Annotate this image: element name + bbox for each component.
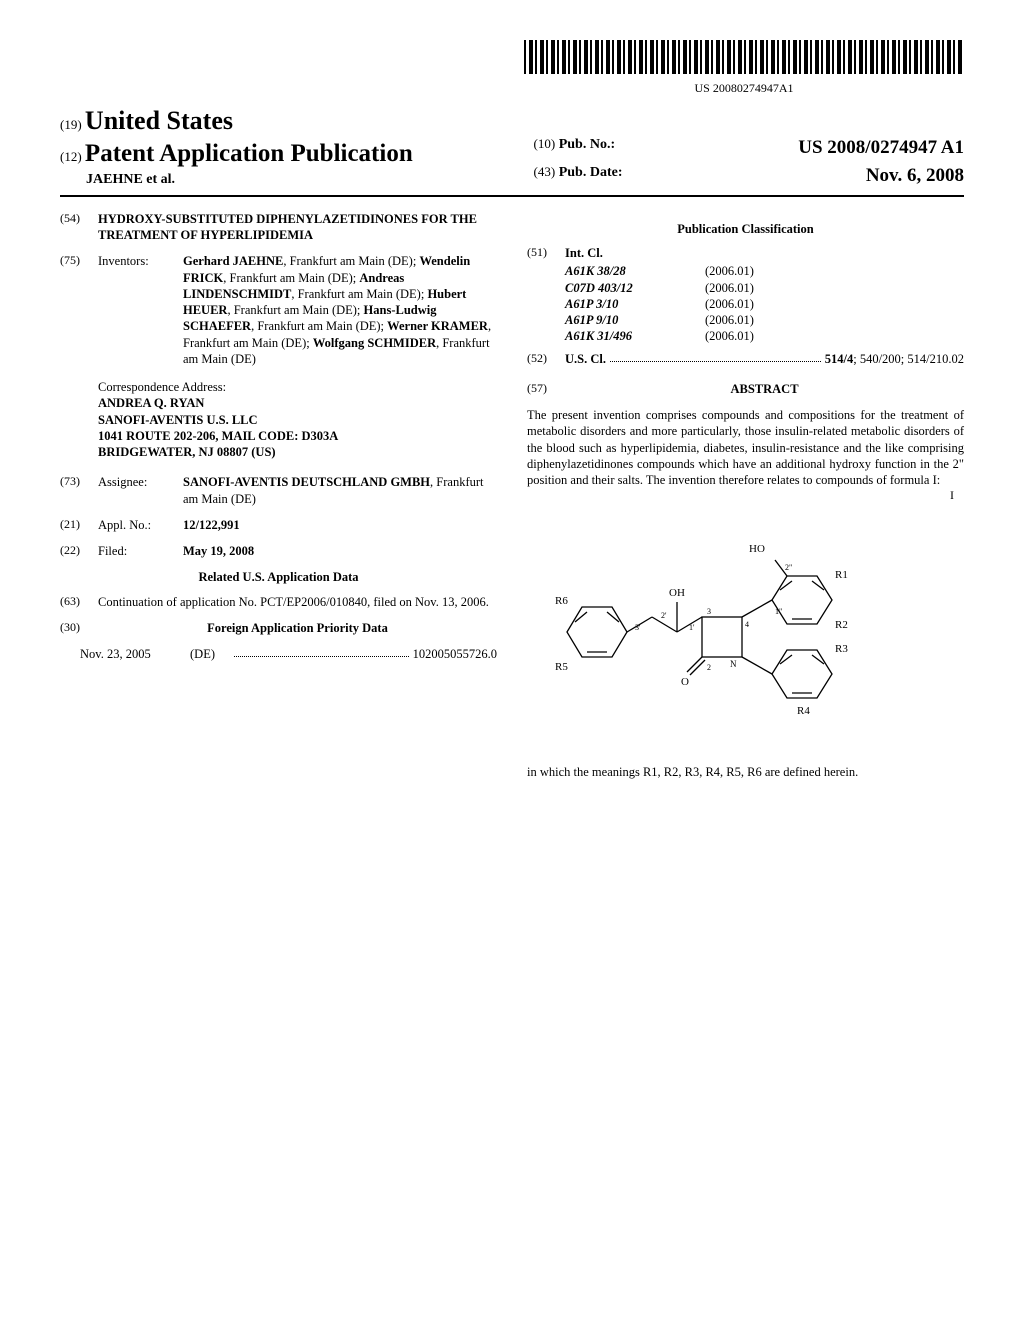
- svg-text:R1: R1: [835, 569, 848, 581]
- svg-text:1": 1": [775, 607, 782, 616]
- item-21: (21) Appl. No.: 12/122,991: [60, 517, 497, 533]
- intcl-row: A61K 38/28(2006.01): [565, 263, 964, 279]
- barcode-graphic: [524, 40, 964, 74]
- filed-date: May 19, 2008: [183, 543, 497, 559]
- svg-text:3: 3: [707, 607, 711, 616]
- body-columns: (54) HYDROXY-SUBSTITUTED DIPHENYLAZETIDI…: [60, 211, 964, 781]
- uscl-label: U.S. Cl.: [565, 351, 606, 367]
- label-75: Inventors:: [98, 253, 183, 367]
- corr-line-2: 1041 ROUTE 202-206, MAIL CODE: D303A: [98, 428, 497, 444]
- code-51: (51): [527, 245, 565, 261]
- code-12: (12): [60, 149, 82, 164]
- code-30: (30): [60, 620, 98, 636]
- code-19: (19): [60, 117, 82, 132]
- item-52: (52) U.S. Cl. 514/4; 540/200; 514/210.02: [527, 351, 964, 367]
- related-text: Continuation of application No. PCT/EP20…: [98, 594, 497, 610]
- priority-number: 102005055726.0: [413, 646, 497, 662]
- label-21: Appl. No.:: [98, 517, 183, 533]
- abstract-heading: ABSTRACT: [565, 381, 964, 397]
- appl-no: 12/122,991: [183, 517, 497, 533]
- code-21: (21): [60, 517, 98, 533]
- header: (19) United States (12) Patent Applicati…: [60, 104, 964, 196]
- code-54: (54): [60, 211, 98, 244]
- pubno: US 2008/0274947 A1: [798, 136, 964, 161]
- svg-text:R4: R4: [797, 705, 810, 717]
- inventors-text: Gerhard JAEHNE, Frankfurt am Main (DE); …: [183, 253, 497, 367]
- code-63: (63): [60, 594, 98, 610]
- item-63: (63) Continuation of application No. PCT…: [60, 594, 497, 610]
- item-30: (30) Foreign Application Priority Data: [60, 620, 497, 636]
- svg-text:2": 2": [785, 563, 792, 572]
- priority-row: Nov. 23, 2005 (DE) 102005055726.0: [60, 646, 497, 662]
- svg-text:R3: R3: [835, 643, 848, 655]
- item-75: (75) Inventors: Gerhard JAEHNE, Frankfur…: [60, 253, 497, 367]
- right-column: Publication Classification (51) Int. Cl.…: [527, 211, 964, 781]
- item-22: (22) Filed: May 19, 2008: [60, 543, 497, 559]
- code-22: (22): [60, 543, 98, 559]
- corr-line-3: BRIDGEWATER, NJ 08807 (US): [98, 444, 497, 460]
- authors-line: JAEHNE et al.: [86, 172, 175, 187]
- item-51: (51) Int. Cl.: [527, 245, 964, 261]
- svg-text:2: 2: [707, 663, 711, 672]
- foreign-heading: Foreign Application Priority Data: [98, 620, 497, 636]
- correspondence-label: Correspondence Address:: [98, 379, 497, 395]
- corr-line-1: SANOFI-AVENTIS U.S. LLC: [98, 412, 497, 428]
- pubdate-label: Pub. Date:: [559, 165, 623, 180]
- pubclass-heading: Publication Classification: [527, 221, 964, 237]
- country: United States: [85, 106, 233, 135]
- svg-text:3': 3': [635, 623, 641, 632]
- svg-text:4: 4: [745, 620, 749, 629]
- pubno-label: Pub. No.:: [559, 137, 615, 152]
- publication-title: Patent Application Publication: [85, 140, 413, 167]
- abstract-text: The present invention comprises compound…: [527, 407, 964, 488]
- label-73: Assignee:: [98, 474, 183, 507]
- corr-line-0: ANDREA Q. RYAN: [98, 395, 497, 411]
- svg-text:2': 2': [661, 611, 667, 620]
- abstract-closing: in which the meanings R1, R2, R3, R4, R5…: [527, 764, 964, 780]
- label-22: Filed:: [98, 543, 183, 559]
- svg-text:R2: R2: [835, 619, 848, 631]
- svg-text:O: O: [681, 676, 689, 688]
- svg-text:OH: OH: [669, 587, 685, 599]
- svg-text:R6: R6: [555, 595, 568, 607]
- priority-country: (DE): [190, 646, 230, 662]
- intcl-row: A61P 3/10(2006.01): [565, 296, 964, 312]
- svg-text:HO: HO: [749, 543, 765, 555]
- intcl-row: C07D 403/12(2006.01): [565, 280, 964, 296]
- intcl-label: Int. Cl.: [565, 245, 603, 261]
- code-43: (43): [534, 164, 556, 179]
- formula-svg: R6 R5 OH O HO R1 R2 R3 R4 N 3' 2' 1' 3 4: [527, 522, 887, 742]
- pubdate: Nov. 6, 2008: [866, 164, 964, 189]
- formula-label: I: [527, 488, 954, 504]
- code-57: (57): [527, 381, 565, 397]
- barcode-number: US 20080274947A1: [524, 81, 964, 97]
- uscl-value: 514/4; 540/200; 514/210.02: [825, 351, 964, 367]
- barcode-area: US 20080274947A1: [60, 40, 964, 96]
- svg-text:R5: R5: [555, 661, 568, 673]
- priority-dots: [234, 646, 409, 657]
- item-73: (73) Assignee: SANOFI-AVENTIS DEUTSCHLAN…: [60, 474, 497, 507]
- correspondence: Correspondence Address: ANDREA Q. RYAN S…: [98, 379, 497, 460]
- svg-text:1': 1': [689, 623, 695, 632]
- chemical-diagram: R6 R5 OH O HO R1 R2 R3 R4 N 3' 2' 1' 3 4: [527, 522, 964, 746]
- code-52: (52): [527, 351, 565, 367]
- code-10: (10): [534, 136, 556, 151]
- item-54: (54) HYDROXY-SUBSTITUTED DIPHENYLAZETIDI…: [60, 211, 497, 244]
- intcl-row: A61P 9/10(2006.01): [565, 312, 964, 328]
- assignee-text: SANOFI-AVENTIS DEUTSCHLAND GMBH, Frankfu…: [183, 474, 497, 507]
- related-heading: Related U.S. Application Data: [60, 569, 497, 585]
- title-54: HYDROXY-SUBSTITUTED DIPHENYLAZETIDINONES…: [98, 211, 497, 244]
- left-column: (54) HYDROXY-SUBSTITUTED DIPHENYLAZETIDI…: [60, 211, 497, 781]
- intcl-table: A61K 38/28(2006.01) C07D 403/12(2006.01)…: [565, 263, 964, 344]
- code-73: (73): [60, 474, 98, 507]
- intcl-row: A61K 31/496(2006.01): [565, 328, 964, 344]
- priority-date: Nov. 23, 2005: [80, 646, 190, 662]
- abstract-header: (57) ABSTRACT: [527, 381, 964, 397]
- uscl-dots: [610, 351, 821, 362]
- code-75: (75): [60, 253, 98, 367]
- svg-text:N: N: [730, 659, 737, 669]
